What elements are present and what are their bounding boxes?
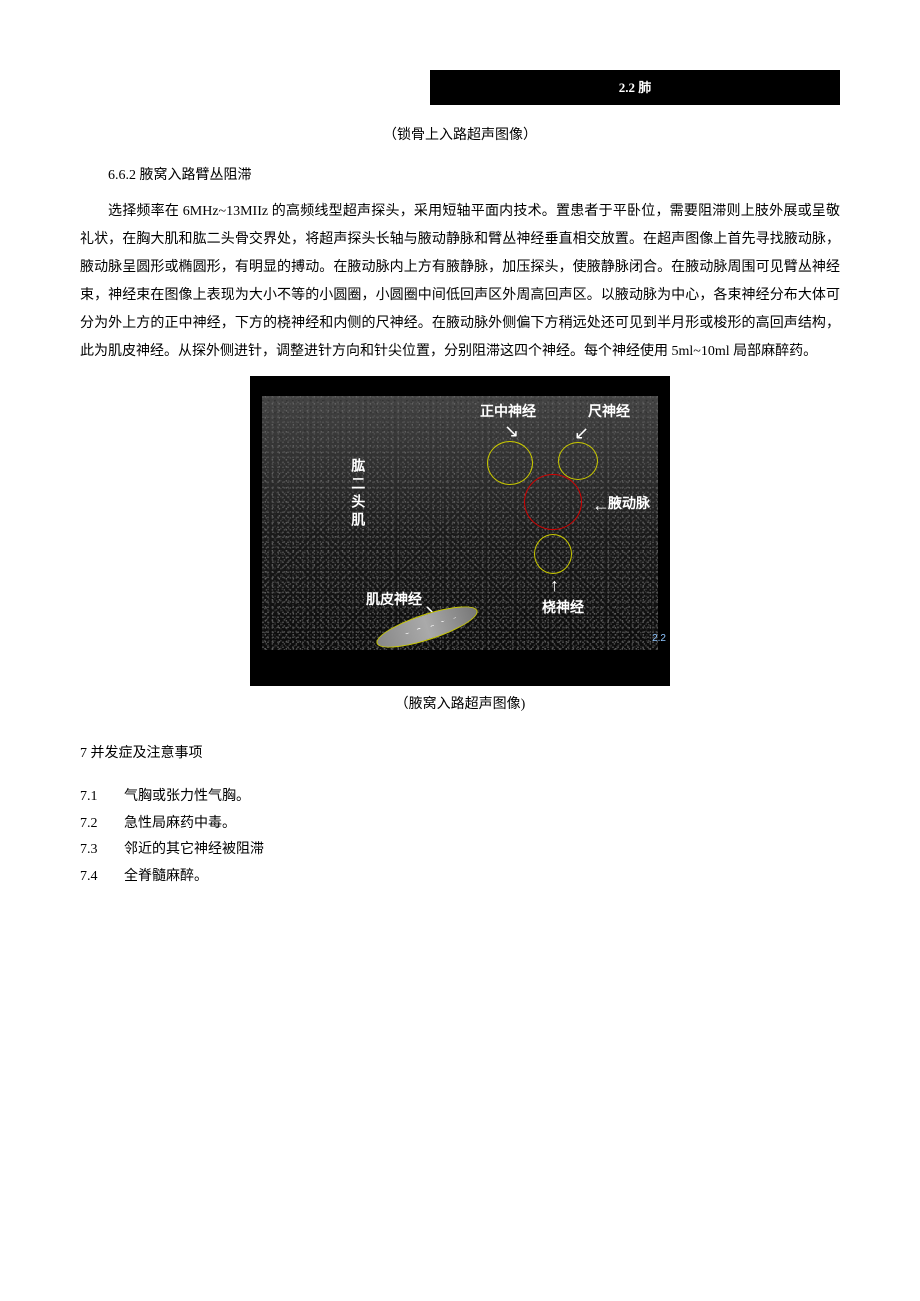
caption-supraclavicular: （锁骨上入路超声图像）	[80, 123, 840, 148]
label-musculocutaneous: 肌皮神经	[366, 588, 422, 613]
ultrasound-depth-scale: 2.2	[652, 630, 666, 648]
circle-radial-nerve	[534, 534, 572, 574]
arrow-median: ↘	[504, 422, 519, 440]
header-black-bar: 2.2 肺	[430, 70, 840, 105]
section-6-6-2-heading: 6.6.2 腋窝入路臂丛阻滞	[80, 163, 840, 188]
section-7-list: 7.1气胸或张力性气胸。7.2急性局麻药中毒。7.3邻近的其它神经被阻滞7.4全…	[80, 784, 840, 890]
section-7-item-number: 7.3	[80, 837, 124, 864]
circle-axillary-artery	[524, 474, 582, 530]
section-7-item-number: 7.2	[80, 811, 124, 838]
arrow-artery: ←	[592, 496, 610, 514]
ultrasound-inner: 正中神经 尺神经 肱二头肌 腋动脉 肌皮神经 桡神经 ↘ ↙ ← ↑ ↘	[262, 396, 658, 650]
section-7-item: 7.4全脊髓麻醉。	[80, 864, 840, 891]
label-axillary-artery: 腋动脉	[608, 492, 650, 517]
circle-ulnar-nerve	[558, 442, 598, 480]
section-7-item-text: 全脊髓麻醉。	[124, 869, 208, 884]
label-biceps: 肱二头肌	[344, 458, 369, 530]
ultrasound-image: 正中神经 尺神经 肱二头肌 腋动脉 肌皮神经 桡神经 ↘ ↙ ← ↑ ↘ 2.2	[250, 376, 670, 686]
section-7-item-text: 邻近的其它神经被阻滞	[124, 842, 264, 857]
section-7-item: 7.1气胸或张力性气胸。	[80, 784, 840, 811]
section-7-item: 7.2急性局麻药中毒。	[80, 811, 840, 838]
figure-caption-axillary: （腋窝入路超声图像)	[80, 692, 840, 717]
section-7-heading: 7 并发症及注意事项	[80, 741, 840, 766]
circle-median-nerve	[487, 441, 533, 485]
section-7-item-number: 7.4	[80, 864, 124, 891]
section-7-item-text: 急性局麻药中毒。	[124, 816, 236, 831]
arrow-ulnar: ↙	[574, 424, 589, 442]
section-7-item: 7.3邻近的其它神经被阻滞	[80, 837, 840, 864]
arrow-radial: ↑	[550, 576, 559, 594]
section-7-item-text: 气胸或张力性气胸。	[124, 789, 250, 804]
section-7-item-number: 7.1	[80, 784, 124, 811]
label-ulnar-nerve: 尺神经	[588, 400, 630, 425]
section-6-6-2-paragraph: 选择频率在 6MHz~13MIIz 的高频线型超声探头，采用短轴平面内技术。置患…	[80, 198, 840, 366]
label-radial-nerve: 桡神经	[542, 596, 584, 621]
